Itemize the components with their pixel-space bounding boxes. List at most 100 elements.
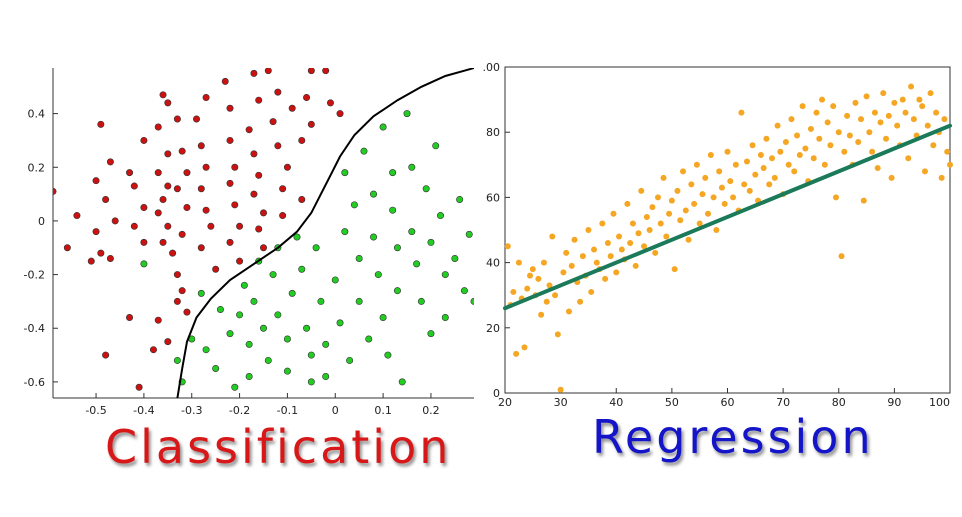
class-a-point — [197, 185, 205, 193]
class-a-point — [255, 171, 263, 179]
class-b-point — [197, 289, 205, 297]
class-b-point — [202, 346, 210, 354]
class-a-point — [140, 204, 148, 212]
class-a-point — [226, 136, 234, 144]
class-a-point — [87, 257, 95, 265]
class-a-point — [303, 94, 311, 102]
data-point — [510, 288, 517, 295]
class-a-point — [336, 110, 344, 118]
class-a-point — [231, 163, 239, 171]
class-b-point — [303, 324, 311, 332]
x-tick-label: 100 — [929, 396, 950, 409]
class-a-point — [173, 297, 181, 305]
class-b-point — [250, 297, 258, 305]
class-a-point — [154, 209, 162, 217]
data-point — [591, 246, 597, 253]
data-point — [627, 240, 634, 247]
x-tick-label: -0.1 — [277, 404, 298, 417]
class-a-point — [274, 142, 282, 150]
class-a-point — [92, 177, 100, 185]
class-a-point — [259, 209, 267, 217]
data-point — [680, 168, 686, 175]
data-point — [696, 220, 703, 227]
class-a-point — [288, 104, 296, 112]
class-a-point — [97, 120, 105, 128]
data-point — [769, 155, 775, 162]
data-point — [752, 171, 759, 178]
class-b-point — [470, 297, 474, 305]
data-point — [866, 129, 873, 136]
data-point — [660, 174, 667, 181]
data-point — [782, 138, 789, 145]
x-tick-label: 0.2 — [422, 404, 440, 417]
data-point — [813, 109, 820, 116]
class-a-point — [130, 182, 138, 190]
data-point — [571, 236, 578, 243]
data-point — [663, 233, 670, 240]
class-b-point — [408, 163, 416, 171]
x-tick-label: 60 — [721, 396, 735, 409]
class-a-point — [178, 147, 186, 155]
class-a-point — [255, 96, 263, 104]
class-a-point — [154, 123, 162, 131]
class-b-point — [240, 281, 248, 289]
class-a-point — [53, 187, 57, 195]
data-point — [527, 272, 534, 279]
class-a-point — [164, 338, 172, 346]
data-point — [933, 109, 940, 116]
class-a-point — [202, 206, 210, 214]
classification-plot: 0.4 0.2 0 -0.2 -0.4 -0.6 -0.5 -0.4 -0.3 -0.2 -0.1 0… — [24, 68, 474, 417]
data-point — [807, 125, 814, 132]
class-a-point — [250, 150, 258, 158]
class-b-point — [231, 383, 239, 391]
class-b-point — [370, 190, 378, 198]
class-a-point — [164, 222, 172, 230]
data-point — [844, 112, 851, 119]
data-point — [610, 210, 617, 217]
data-point — [535, 275, 542, 282]
data-point — [579, 253, 586, 260]
data-point — [691, 200, 698, 207]
x-tick-label: -0.5 — [85, 404, 106, 417]
data-point — [944, 148, 951, 155]
data-point — [529, 266, 536, 273]
class-b-point — [427, 238, 435, 246]
regression-fit-line — [503, 123, 952, 311]
data-point — [666, 210, 673, 217]
data-point — [549, 233, 556, 240]
data-point — [877, 119, 884, 126]
data-point — [540, 259, 547, 266]
data-point — [607, 253, 614, 260]
data-point — [524, 285, 531, 292]
data-point — [855, 138, 862, 145]
class-a-point — [283, 163, 291, 171]
class-b-point — [384, 351, 392, 359]
data-point — [874, 165, 881, 172]
class-a-point — [159, 91, 167, 99]
regression-title: Regression — [592, 410, 874, 464]
class-b-point — [307, 351, 315, 359]
class-a-point — [250, 69, 258, 77]
plot-frame — [504, 66, 951, 394]
class-a-point — [135, 383, 143, 391]
data-point — [916, 96, 923, 103]
class-a-point — [106, 158, 114, 166]
class-a-point — [92, 228, 100, 236]
data-point — [730, 194, 737, 201]
class-a-point — [111, 217, 119, 225]
class-a-point — [226, 238, 234, 246]
data-point — [632, 262, 639, 269]
x-tick-label: -0.4 — [133, 404, 154, 417]
y-tick-label: 60 — [486, 191, 500, 204]
data-point — [785, 161, 792, 168]
class-a-point — [164, 182, 172, 190]
class-b-point — [355, 254, 363, 262]
data-point — [763, 135, 770, 142]
data-point — [871, 109, 878, 116]
class-a-point — [126, 314, 134, 322]
data-point — [863, 93, 870, 100]
data-point — [799, 103, 806, 110]
data-point — [688, 181, 695, 188]
y-tick-label: .00 — [483, 61, 501, 74]
class-a-point — [173, 115, 181, 123]
